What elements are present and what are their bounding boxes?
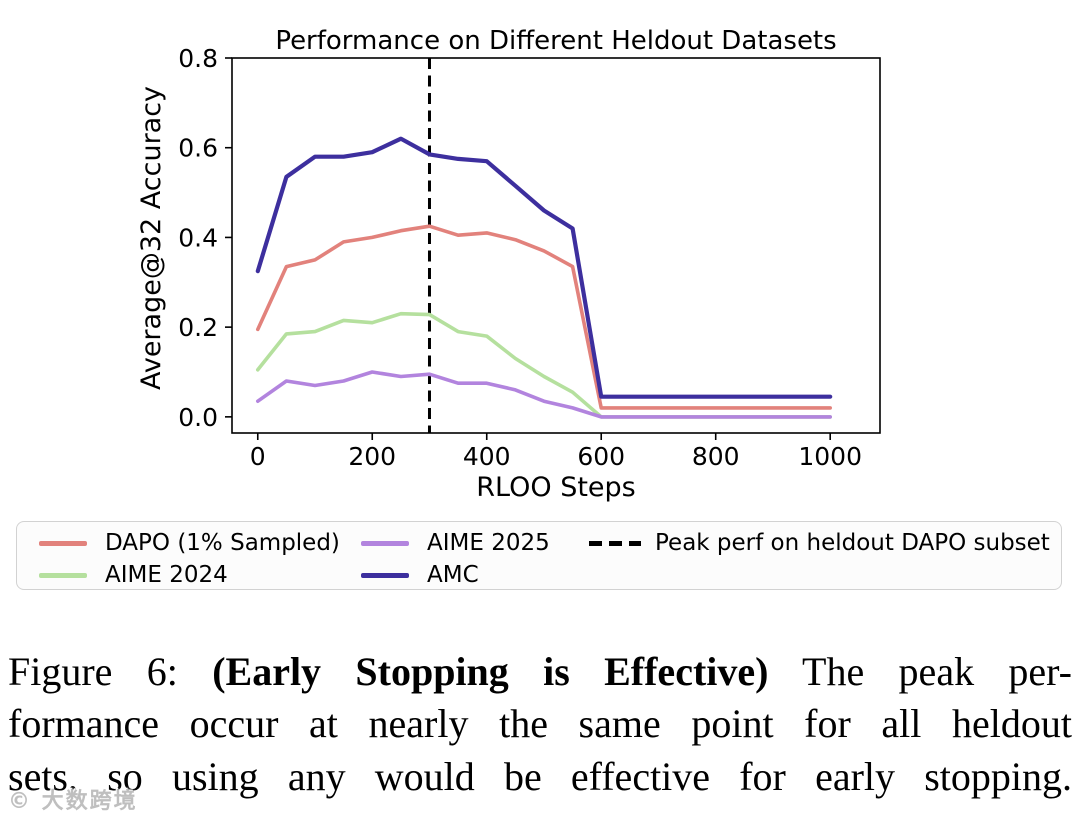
x-axis-label: RLOO Steps — [476, 472, 636, 503]
legend-item-amc: AMC — [361, 560, 479, 590]
amc-line-swatch — [361, 572, 409, 578]
figure-caption: Figure 6: (Early Stopping is Effective) … — [8, 646, 1072, 803]
y-tick-label-2: 0.4 — [178, 223, 218, 252]
legend-label-aime2024: AIME 2024 — [105, 562, 228, 588]
legend-label-amc: AMC — [427, 562, 479, 588]
y-tick-label-1: 0.2 — [178, 313, 218, 342]
y-tick-label-0: 0.0 — [178, 403, 218, 432]
legend-item-aime2025: AIME 2025 — [361, 528, 550, 558]
caption-line-1: Figure 6: (Early Stopping is Effective) … — [8, 649, 1072, 694]
watermark-text: 大数跨境 — [41, 789, 138, 814]
dapo-line-swatch — [39, 540, 87, 546]
aime2024-line-swatch — [39, 572, 87, 578]
chart-legend: DAPO (1% Sampled) AIME 2024 AIME 2025 AM… — [16, 521, 1062, 590]
legend-item-peak-vline: Peak perf on heldout DAPO subset — [589, 528, 1050, 558]
watermark: © 大数跨境 — [8, 783, 138, 815]
y-tick-label-3: 0.6 — [178, 134, 218, 163]
plot-spines — [231, 57, 881, 434]
dashed-line-swatch — [589, 540, 641, 546]
legend-item-aime2024: AIME 2024 — [39, 560, 228, 590]
line-chart: 0 200 400 600 800 1000 0.0 0.2 0.4 0.6 0.8 — [178, 44, 881, 471]
x-tick-label-5: 1000 — [798, 442, 862, 471]
caption-line-3: sets, so using any would be effective fo… — [8, 753, 1072, 799]
legend-label-peak-vline: Peak perf on heldout DAPO subset — [655, 530, 1050, 556]
series-line-dapo-1-sampled — [255, 224, 833, 410]
x-tick-label-2: 400 — [463, 442, 511, 471]
x-tick-label-4: 800 — [692, 442, 740, 471]
caption-line-2: formance occur at nearly the same point … — [8, 701, 1072, 747]
legend-label-aime2025: AIME 2025 — [427, 530, 550, 556]
aime2025-line-swatch — [361, 540, 409, 546]
x-tick-label-1: 200 — [348, 442, 396, 471]
x-tick-label-3: 600 — [577, 442, 625, 471]
copyright-icon: © — [8, 789, 32, 814]
series-line-amc — [255, 136, 833, 399]
series-line-aime-2025 — [255, 370, 833, 419]
x-tick-label-0: 0 — [250, 442, 266, 471]
caption-bold-phrase: (Early Stopping is Effective) — [212, 649, 769, 694]
legend-label-dapo: DAPO (1% Sampled) — [105, 530, 340, 556]
legend-item-dapo: DAPO (1% Sampled) — [39, 528, 340, 558]
chart-title: Performance on Different Heldout Dataset… — [275, 26, 837, 56]
y-tick-label-4: 0.8 — [178, 44, 218, 73]
